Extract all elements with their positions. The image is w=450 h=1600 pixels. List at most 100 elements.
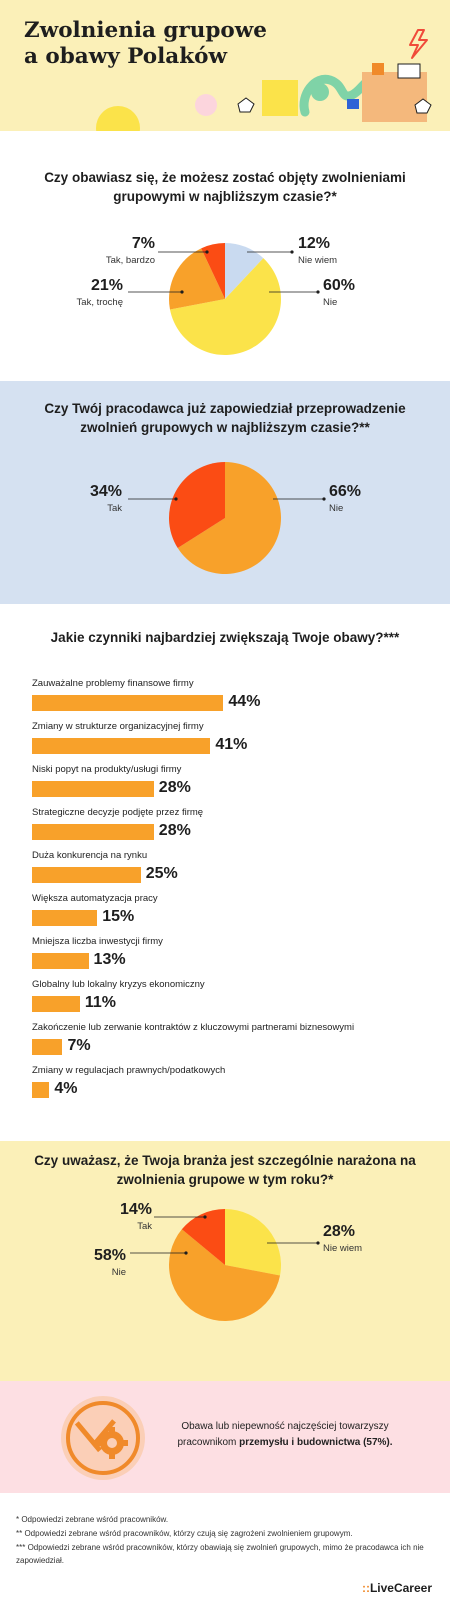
footnote: ** Odpowiedzi zebrane wśród pracowników,…: [16, 1529, 353, 1538]
question1-title: Czy obawiasz się, że możesz zostać objęt…: [44, 170, 406, 204]
slice-label: Tak, trochę: [76, 297, 123, 308]
slice-value: 7%: [131, 235, 155, 252]
bar-category-label: Zmiany w strukturze organizacyjnej firmy: [32, 721, 204, 732]
bar-value-label: 13%: [93, 951, 126, 968]
bar: [32, 867, 141, 883]
bar-value-label: 15%: [102, 908, 135, 925]
pie-slice-tak: [169, 462, 225, 549]
footnote: * Odpowiedzi zebrane wśród pracowników.: [16, 1515, 169, 1524]
leader-dot: [205, 250, 209, 254]
bar-category-label: Niski popyt na produkty/usługi firmy: [32, 764, 182, 775]
slice-label: Nie: [323, 297, 338, 308]
slice-value: 12%: [298, 235, 331, 252]
bar: [32, 738, 211, 754]
livecareer-logo: ::LiveCareer: [362, 1581, 432, 1595]
note-text-part: Obawa lub niepewność najczęściej towarzy…: [177, 1421, 389, 1448]
pie-slice-nie: [177, 462, 281, 574]
bar: [32, 695, 224, 711]
leaf-shape: [311, 83, 329, 101]
sand-shape: [262, 80, 298, 116]
mug-shape: [347, 99, 359, 109]
slice-label: Nie wiem: [298, 255, 338, 266]
bar-category-label: Globalny lub lokalny kryzys ekonomiczny: [32, 979, 205, 990]
bar-category-label: Zmiany w regulacjach prawnych/podatkowyc…: [32, 1065, 226, 1076]
box-shape: [362, 72, 427, 122]
lightning-icon: [409, 29, 428, 59]
bar-value-label: 44%: [228, 693, 261, 710]
slice-label: Nie: [111, 1267, 126, 1278]
leader-dot: [322, 497, 326, 501]
leader-dot: [180, 290, 184, 294]
bar-category-label: Zauważalne problemy finansowe firmy: [32, 678, 194, 689]
bar: [32, 1082, 50, 1098]
question1-section: Czy obawiasz się, że możesz zostać objęt…: [0, 131, 450, 381]
slice-label: Tak: [107, 503, 122, 514]
note-text: Obawa lub niepewność najczęściej towarzy…: [160, 1419, 410, 1451]
slice-value: 66%: [329, 483, 362, 500]
leader-dot: [290, 250, 294, 254]
bar: [32, 996, 80, 1012]
slice-value: 34%: [89, 483, 122, 500]
pie-chart-4: [130, 1209, 320, 1321]
pie-slice-tak-trochę: [168, 248, 225, 310]
bar-category-label: Większa automatyzacja pracy: [32, 893, 158, 904]
bar-category-label: Duża konkurencja na rynku: [32, 850, 148, 861]
bar-value-label: 7%: [67, 1037, 91, 1054]
note-section: Obawa lub niepewność najczęściej towarzy…: [0, 1381, 450, 1493]
pie-slice-nie-wiem: [225, 243, 264, 299]
bar: [32, 781, 154, 797]
sun-shape: [96, 106, 140, 131]
bar-value-label: 41%: [215, 736, 248, 753]
header-banner: Zwolnienia grupowe a obawy Polaków: [0, 0, 450, 131]
pie-slice-tak-bardzo: [201, 243, 225, 299]
leader-dot: [316, 290, 320, 294]
leader-dot: [174, 497, 178, 501]
paper-crumple-shape: [237, 97, 255, 113]
bar: [32, 953, 89, 969]
logo-text: LiveCareer: [369, 1581, 432, 1595]
bar-category-label: Mniejsza liczba inwestycji firmy: [32, 936, 163, 947]
pie-slice-nie-wiem: [225, 1209, 282, 1276]
pie-slice-nie: [169, 258, 281, 356]
bar-value-label: 28%: [158, 822, 191, 839]
pie-chart-2: [128, 462, 326, 574]
footnotes-section: * Odpowiedzi zebrane wśród pracowników. …: [0, 1493, 450, 1600]
factors-title: Jakie czynniki najbardziej zwiększają Tw…: [50, 630, 400, 645]
leader-dot: [203, 1215, 207, 1219]
question2-section: Czy Twój pracodawca już zapowiedział prz…: [0, 381, 450, 604]
bar-category-label: Zakończenie lub zerwanie kontraktów z kl…: [32, 1022, 355, 1033]
note-text-highlight: przemysłu i budownictwa (57%).: [239, 1437, 393, 1448]
slice-value: 28%: [323, 1223, 356, 1240]
slice-value: 58%: [93, 1247, 126, 1264]
question4-section: Czy uważasz, że Twoja branża jest szczeg…: [0, 1141, 450, 1381]
bar-value-label: 28%: [158, 779, 191, 796]
paper-shape: [397, 63, 421, 79]
decorative-illustration: [96, 29, 432, 131]
slice-label: Nie wiem: [323, 1243, 363, 1254]
bar-value-label: 25%: [145, 865, 178, 882]
slice-value: 14%: [119, 1201, 152, 1218]
bar: [32, 910, 98, 926]
question2-title: Czy Twój pracodawca już zapowiedział prz…: [44, 401, 406, 435]
slice-label: Nie: [329, 503, 344, 514]
bar-category-label: Strategiczne decyzje podjęte przez firmę: [32, 807, 204, 818]
bar-value-label: 4%: [54, 1080, 78, 1097]
leader-dot: [316, 1241, 320, 1245]
box-flap-shape: [372, 63, 384, 75]
slice-value: 21%: [90, 277, 123, 294]
factors-section: Jakie czynniki najbardziej zwiększają Tw…: [0, 604, 450, 1141]
pie-slice-tak: [181, 1209, 225, 1265]
bar-value-label: 11%: [84, 994, 116, 1011]
page-title-line1: Zwolnienia grupowe: [24, 18, 267, 43]
footnote: *** Odpowiedzi zebrane wśród pracowników…: [16, 1543, 424, 1565]
bar: [32, 824, 154, 840]
pie-chart-1: [128, 243, 320, 356]
question4-title: Czy uważasz, że Twoja branża jest szczeg…: [34, 1153, 416, 1187]
bar: [32, 1039, 63, 1055]
slice-label: Tak: [137, 1221, 152, 1232]
pie-slice-nie: [169, 1229, 281, 1321]
slice-label: Tak, bardzo: [105, 255, 155, 266]
slice-value: 60%: [323, 277, 356, 294]
pink-circle-shape: [195, 94, 217, 116]
paper-crumple-shape: [414, 98, 432, 114]
